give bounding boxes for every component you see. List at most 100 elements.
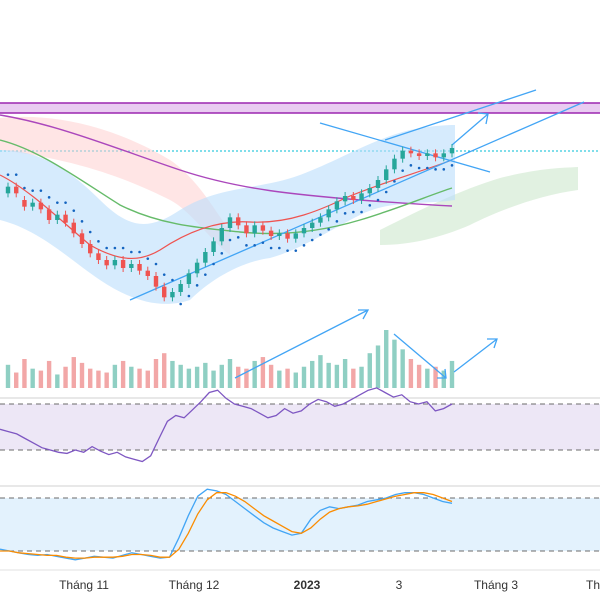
volume-bar[interactable] bbox=[71, 357, 76, 388]
volume-bar[interactable] bbox=[145, 370, 150, 388]
rising-support-line[interactable] bbox=[129, 101, 585, 301]
volume-bar[interactable] bbox=[153, 359, 159, 388]
candle-body[interactable] bbox=[96, 253, 101, 260]
candle-body[interactable] bbox=[170, 292, 175, 298]
volume-bar[interactable] bbox=[285, 368, 290, 388]
volume-bar[interactable] bbox=[392, 339, 397, 388]
candle-body[interactable] bbox=[129, 264, 134, 268]
candle-body[interactable] bbox=[244, 225, 249, 234]
volume-bar[interactable] bbox=[178, 364, 183, 388]
volume-trend-arrow-3[interactable] bbox=[453, 338, 498, 373]
candle-body[interactable] bbox=[194, 262, 200, 274]
candle-body[interactable] bbox=[268, 230, 274, 236]
stoch-d-line[interactable] bbox=[0, 492, 453, 559]
volume-bar[interactable] bbox=[310, 360, 315, 388]
volume-bar[interactable] bbox=[260, 357, 266, 388]
candle-body[interactable] bbox=[211, 241, 216, 252]
rsi-line[interactable] bbox=[0, 387, 453, 463]
candle-body[interactable] bbox=[236, 217, 241, 226]
volume-bar[interactable] bbox=[375, 345, 381, 388]
volume-bar[interactable] bbox=[211, 370, 216, 388]
volume-bar[interactable] bbox=[359, 366, 364, 388]
volume-bar[interactable] bbox=[433, 366, 438, 388]
candle-body[interactable] bbox=[318, 217, 323, 223]
candle-body[interactable] bbox=[351, 196, 356, 200]
candle-body[interactable] bbox=[392, 158, 397, 170]
candle-body[interactable] bbox=[293, 233, 298, 239]
volume-bar[interactable] bbox=[449, 360, 455, 388]
candle-body[interactable] bbox=[71, 222, 76, 234]
candle-body[interactable] bbox=[88, 244, 93, 254]
candle-body[interactable] bbox=[326, 209, 331, 218]
candle-body[interactable] bbox=[441, 153, 446, 158]
candle-body[interactable] bbox=[153, 276, 159, 287]
projection-arrow-line[interactable] bbox=[451, 113, 489, 146]
candle-body[interactable] bbox=[416, 153, 422, 156]
volume-bar[interactable] bbox=[400, 349, 405, 388]
volume-bar[interactable] bbox=[162, 353, 167, 388]
volume-bar[interactable] bbox=[416, 364, 422, 388]
volume-bar[interactable] bbox=[236, 366, 241, 388]
candle-body[interactable] bbox=[310, 222, 315, 228]
volume-bar[interactable] bbox=[301, 366, 307, 388]
volume-bar[interactable] bbox=[203, 362, 208, 388]
candle-body[interactable] bbox=[203, 252, 208, 263]
volume-bar[interactable] bbox=[408, 359, 414, 388]
candle-body[interactable] bbox=[408, 150, 414, 154]
volume-bar[interactable] bbox=[342, 359, 348, 388]
candle-body[interactable] bbox=[367, 188, 372, 194]
volume-bar[interactable] bbox=[104, 372, 109, 388]
candle-body[interactable] bbox=[55, 214, 60, 220]
volume-bar[interactable] bbox=[326, 362, 331, 388]
candle-body[interactable] bbox=[301, 228, 307, 234]
candle-body[interactable] bbox=[433, 153, 438, 158]
volume-trend-arrow-2[interactable] bbox=[393, 333, 447, 379]
volume-bar[interactable] bbox=[318, 355, 323, 388]
volume-bar[interactable] bbox=[268, 364, 274, 388]
volume-bar[interactable] bbox=[96, 370, 101, 388]
candle-body[interactable] bbox=[145, 270, 150, 276]
candle-body[interactable] bbox=[5, 186, 11, 194]
candle-body[interactable] bbox=[260, 225, 266, 231]
candle-body[interactable] bbox=[120, 260, 126, 268]
stoch-k-line[interactable] bbox=[0, 488, 453, 561]
candle-body[interactable] bbox=[400, 150, 405, 159]
candle-body[interactable] bbox=[46, 209, 52, 220]
volume-bar[interactable] bbox=[129, 366, 134, 388]
volume-bar[interactable] bbox=[55, 374, 60, 388]
volume-bar[interactable] bbox=[227, 359, 233, 388]
candle-body[interactable] bbox=[375, 180, 381, 188]
candle-body[interactable] bbox=[178, 284, 183, 292]
candle-body[interactable] bbox=[38, 202, 44, 210]
volume-bar[interactable] bbox=[14, 372, 19, 388]
volume-bar[interactable] bbox=[186, 368, 192, 388]
candle-body[interactable] bbox=[227, 217, 233, 228]
volume-bar[interactable] bbox=[367, 353, 372, 388]
volume-bar[interactable] bbox=[293, 372, 298, 388]
volume-bar[interactable] bbox=[137, 368, 142, 388]
rising-resistance-line[interactable] bbox=[384, 89, 537, 141]
volume-bar[interactable] bbox=[219, 364, 224, 388]
volume-bar[interactable] bbox=[120, 360, 126, 388]
volume-bar[interactable] bbox=[194, 366, 200, 388]
volume-bar[interactable] bbox=[79, 362, 85, 388]
candle-body[interactable] bbox=[219, 228, 224, 242]
volume-bar[interactable] bbox=[441, 370, 446, 388]
candle-body[interactable] bbox=[30, 202, 35, 207]
candle-body[interactable] bbox=[186, 273, 192, 284]
candle-body[interactable] bbox=[425, 153, 430, 156]
candle-body[interactable] bbox=[277, 233, 282, 236]
volume-bar[interactable] bbox=[22, 359, 27, 388]
volume-bar[interactable] bbox=[30, 368, 35, 388]
candle-body[interactable] bbox=[252, 225, 257, 234]
candle-body[interactable] bbox=[14, 186, 19, 194]
volume-bar[interactable] bbox=[63, 366, 68, 388]
volume-bar[interactable] bbox=[170, 360, 175, 388]
volume-bar[interactable] bbox=[244, 368, 249, 388]
candle-body[interactable] bbox=[63, 214, 68, 223]
candle-body[interactable] bbox=[104, 260, 109, 266]
candle-body[interactable] bbox=[334, 201, 340, 210]
volume-trend-arrow-1[interactable] bbox=[234, 309, 369, 379]
candle-body[interactable] bbox=[384, 169, 389, 180]
